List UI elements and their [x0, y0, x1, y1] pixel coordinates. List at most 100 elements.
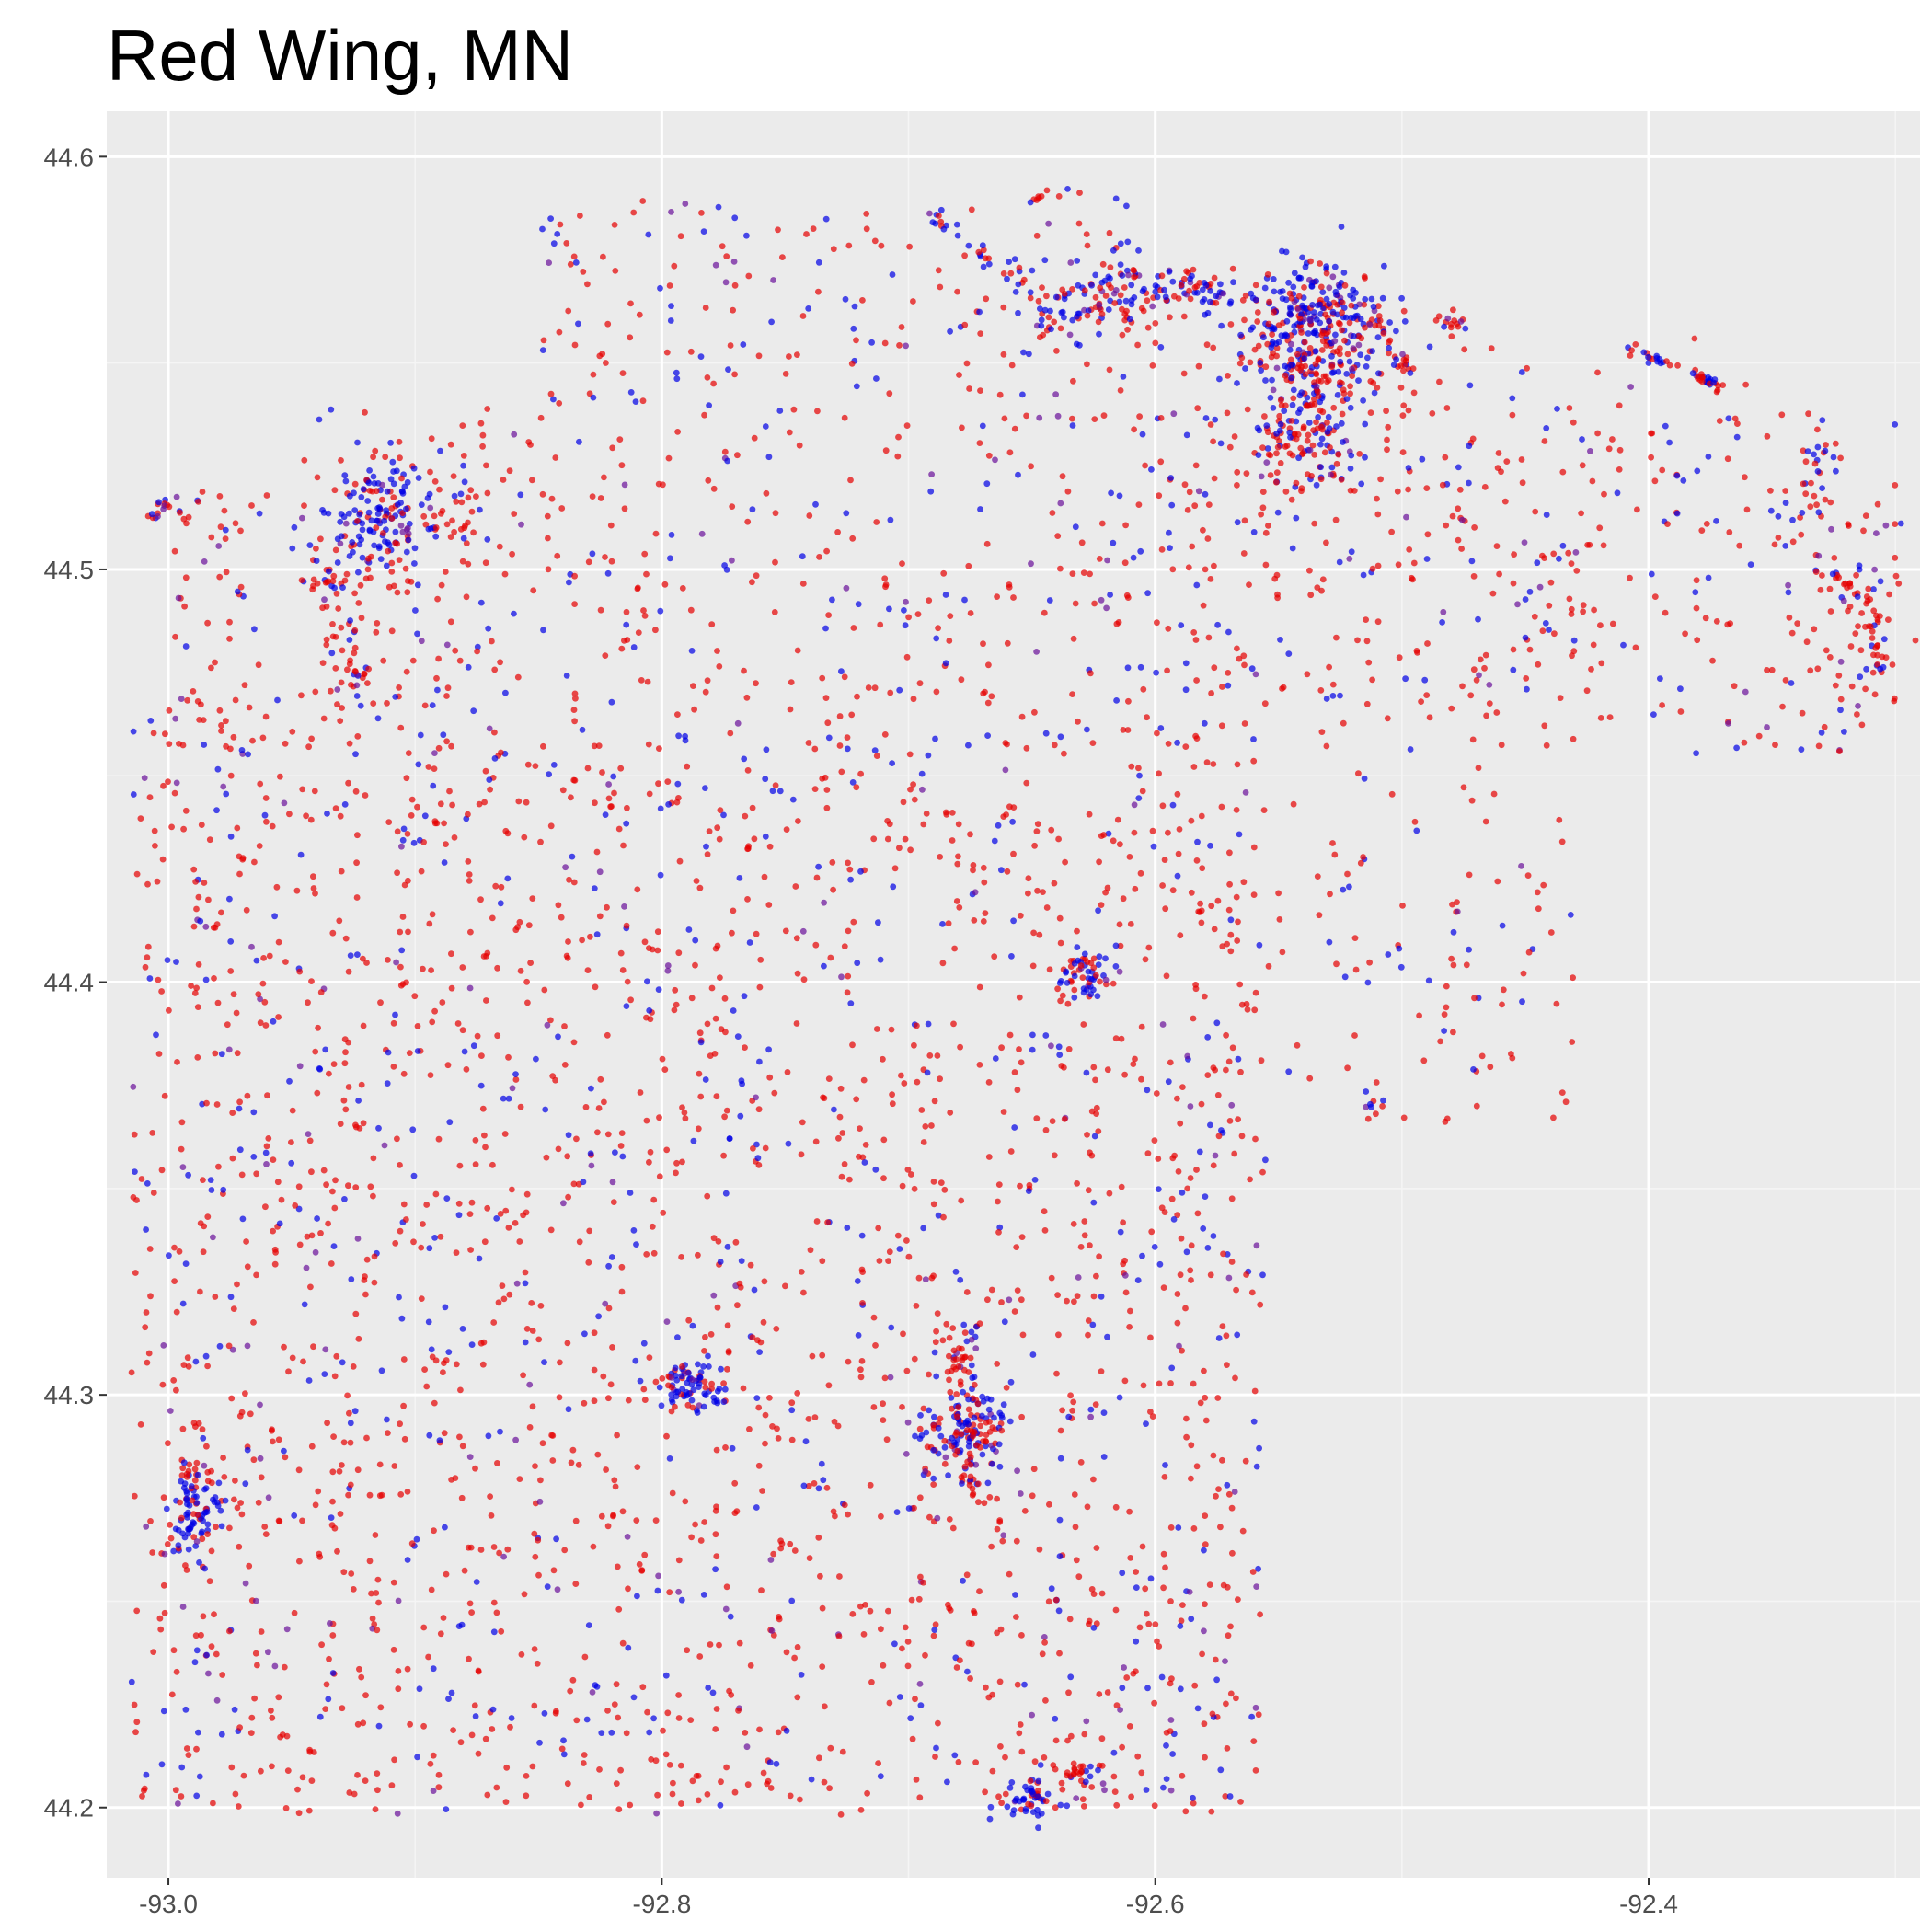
data-point	[1224, 1745, 1231, 1752]
data-point	[1041, 1227, 1049, 1234]
data-point	[1388, 528, 1395, 535]
data-point	[1020, 349, 1027, 356]
data-point	[487, 1493, 493, 1500]
data-point	[1110, 980, 1117, 987]
data-point	[823, 787, 831, 793]
data-point	[1460, 784, 1467, 791]
data-point	[1071, 972, 1078, 980]
data-point	[461, 1567, 468, 1574]
data-point	[1034, 887, 1041, 894]
data-point	[392, 528, 399, 535]
data-point	[1028, 463, 1034, 470]
data-point	[337, 518, 344, 525]
data-point	[450, 473, 457, 479]
data-point	[674, 711, 681, 718]
data-point	[277, 773, 283, 780]
data-point	[972, 1759, 979, 1765]
data-point	[1174, 790, 1181, 798]
data-point	[1080, 1021, 1087, 1028]
data-point	[1213, 1676, 1220, 1684]
data-point	[1493, 709, 1501, 716]
data-point	[976, 1588, 983, 1595]
data-point	[355, 569, 362, 576]
data-point	[1117, 942, 1124, 949]
data-point	[1128, 297, 1135, 304]
data-point	[1597, 622, 1604, 629]
data-point	[374, 715, 382, 722]
data-point	[1179, 1084, 1186, 1090]
data-point	[683, 1388, 690, 1396]
data-point	[556, 1394, 563, 1401]
data-point	[1011, 1308, 1018, 1315]
data-point	[571, 690, 579, 697]
data-point	[158, 988, 166, 995]
data-point	[881, 575, 889, 582]
data-point	[1136, 1624, 1144, 1631]
data-point	[1276, 427, 1283, 434]
data-point	[611, 1477, 618, 1484]
data-point	[1136, 772, 1143, 779]
data-point	[738, 1258, 745, 1264]
data-point	[1216, 375, 1223, 383]
data-point	[1207, 576, 1214, 582]
data-point	[1072, 523, 1079, 531]
data-point	[1200, 526, 1206, 534]
data-point	[288, 1139, 294, 1145]
data-point	[1019, 1796, 1027, 1803]
data-point	[557, 1359, 563, 1366]
data-point	[836, 742, 844, 749]
data-point	[812, 1138, 820, 1145]
data-point	[1237, 331, 1244, 339]
data-point	[1351, 1032, 1358, 1039]
data-point	[1228, 1259, 1236, 1265]
data-point	[478, 1052, 485, 1059]
data-point	[896, 342, 903, 349]
data-point	[554, 1586, 561, 1593]
data-point	[1250, 736, 1257, 742]
data-point	[496, 1549, 502, 1557]
data-point	[1566, 595, 1573, 603]
data-point	[788, 1407, 796, 1414]
data-point	[263, 1143, 270, 1150]
data-point	[257, 1455, 264, 1462]
data-point	[788, 1597, 796, 1604]
data-point	[608, 803, 615, 810]
data-point	[1011, 1124, 1018, 1131]
data-point	[225, 1046, 233, 1053]
data-point	[1271, 575, 1279, 582]
data-point	[858, 1232, 866, 1239]
data-point	[1084, 1503, 1091, 1511]
data-point	[1187, 1175, 1194, 1181]
data-point	[1228, 1195, 1236, 1202]
data-point	[928, 1122, 935, 1129]
data-point	[471, 1702, 478, 1709]
data-point	[820, 1477, 827, 1484]
data-point	[903, 342, 909, 350]
data-point	[838, 1173, 845, 1180]
data-point	[1831, 555, 1838, 561]
data-point	[1073, 1795, 1080, 1801]
data-point	[468, 1199, 476, 1206]
data-point	[145, 1350, 153, 1357]
data-point	[722, 1605, 730, 1613]
data-point	[1124, 727, 1132, 733]
data-point	[1487, 1064, 1494, 1071]
data-point	[1149, 827, 1156, 834]
data-point	[390, 1019, 397, 1027]
data-point	[1449, 901, 1455, 908]
data-point	[1018, 1296, 1025, 1304]
data-point	[244, 1446, 251, 1454]
data-point	[959, 1480, 965, 1487]
data-point	[1051, 742, 1058, 749]
data-point	[328, 1522, 336, 1529]
data-point	[798, 1151, 805, 1158]
data-point	[517, 967, 524, 974]
data-point	[472, 1161, 479, 1167]
data-point	[1169, 1155, 1177, 1162]
data-point	[1089, 1321, 1097, 1328]
data-point	[1340, 439, 1346, 445]
data-point	[1244, 406, 1251, 413]
data-point	[1052, 391, 1059, 398]
data-point	[560, 1200, 567, 1207]
data-point	[620, 842, 627, 849]
